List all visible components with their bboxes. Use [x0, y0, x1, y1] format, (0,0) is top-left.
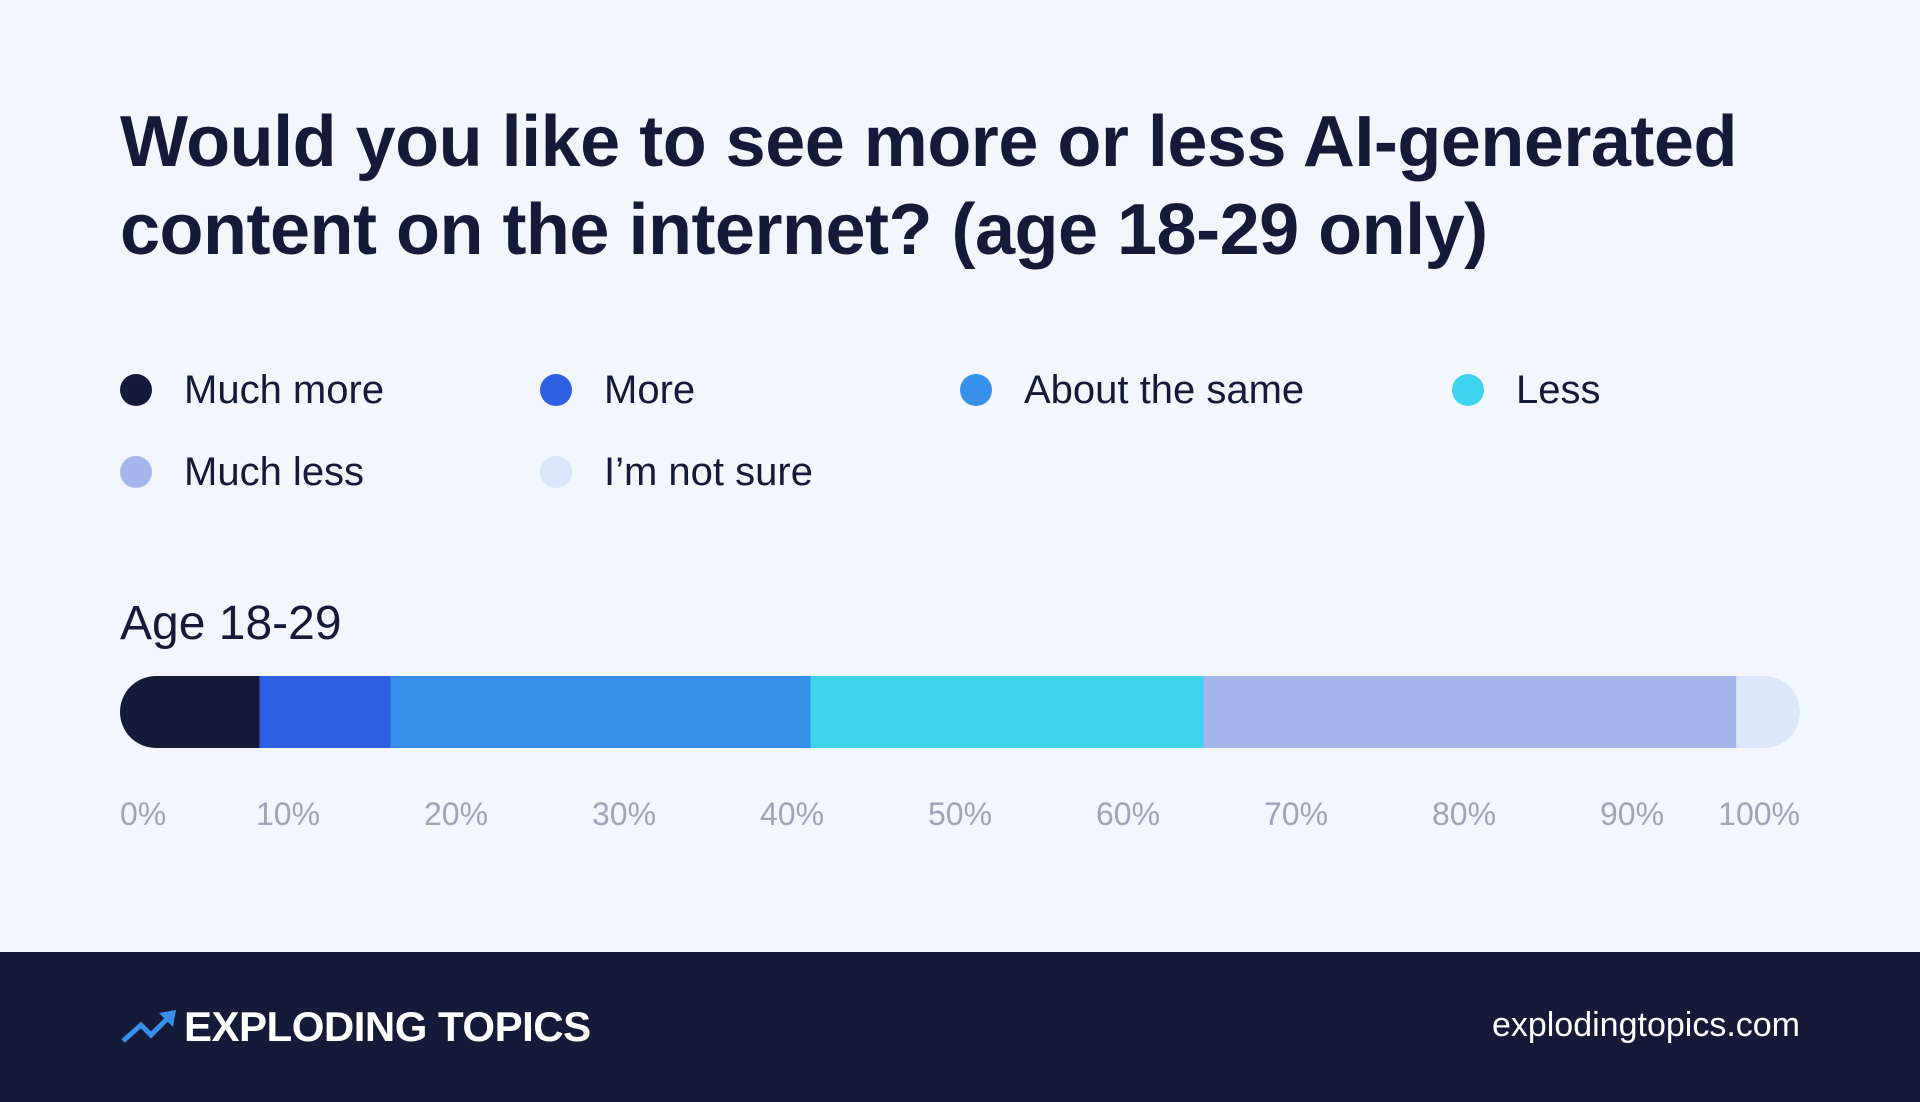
chart-title: Would you like to see more or less AI-ge… — [120, 102, 1737, 270]
x-tick-label: 60% — [1095, 796, 1161, 832]
x-tick-label: 20% — [423, 796, 489, 832]
legend-swatch — [540, 374, 572, 406]
x-tick-label: 0% — [120, 796, 167, 832]
bar-segment-much-less[interactable] — [1203, 676, 1737, 748]
x-tick-label: 90% — [1599, 796, 1665, 832]
legend-item-not-sure: I’m not sure — [540, 442, 813, 502]
legend-item-much-less: Much less — [120, 442, 364, 502]
legend-item-much-more: Much more — [120, 360, 384, 420]
x-axis-ticks: 0% 10% 20% 30% 40% 50% 60% 70% 80% 90% 100% — [120, 796, 1800, 846]
x-tick-label: 100% — [1718, 796, 1800, 832]
bar-segment-less[interactable] — [810, 676, 1205, 748]
x-tick-label: 70% — [1263, 796, 1329, 832]
legend-label: Much more — [184, 367, 385, 412]
bar-segment-more[interactable] — [259, 676, 392, 748]
x-tick-label: 80% — [1431, 796, 1497, 832]
legend-swatch — [1452, 374, 1484, 406]
brand-logo[interactable]: EXPLODING TOPICS — [120, 1002, 591, 1052]
category-label: Age 18-29 — [120, 597, 342, 650]
chart-legend: Much more More About the same Less Much less… — [120, 360, 1840, 530]
legend-swatch — [120, 374, 152, 406]
legend-label: More — [604, 367, 696, 412]
legend-swatch — [540, 456, 572, 488]
x-tick-label: 10% — [255, 796, 321, 832]
x-tick-label: 50% — [927, 796, 993, 832]
legend-item-more: More — [540, 360, 695, 420]
bar-segment-about-the-same[interactable] — [390, 676, 812, 748]
footer: EXPLODING TOPICS explodingtopics.com — [0, 952, 1920, 1102]
legend-swatch — [960, 374, 992, 406]
legend-item-less: Less — [1452, 360, 1601, 420]
legend-swatch — [120, 456, 152, 488]
legend-item-about-the-same: About the same — [960, 360, 1304, 420]
x-tick-label: 40% — [759, 796, 825, 832]
stacked-bar-chart — [120, 676, 1800, 748]
bar-segment-much-more[interactable] — [120, 676, 261, 748]
bar-segment-not-sure[interactable] — [1736, 676, 1800, 748]
legend-label: About the same — [1024, 367, 1305, 412]
brand-name: EXPLODING TOPICS — [184, 1003, 591, 1050]
legend-label: Less — [1516, 367, 1601, 412]
legend-label: Much less — [184, 449, 365, 494]
legend-label: I’m not sure — [604, 449, 813, 494]
site-url[interactable]: explodingtopics.com — [1491, 1006, 1800, 1044]
trend-arrow-icon — [121, 1010, 176, 1043]
x-tick-label: 30% — [591, 796, 657, 832]
